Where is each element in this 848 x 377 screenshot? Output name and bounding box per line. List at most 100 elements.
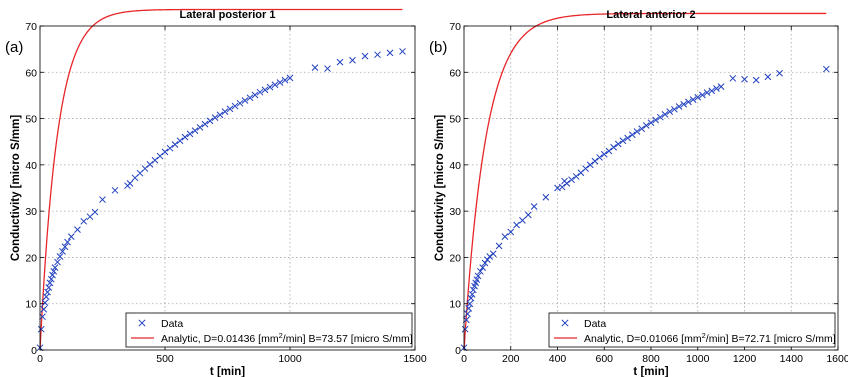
- y-axis-label: Conductivity [micro S/mm]: [434, 115, 446, 261]
- data-point: [469, 286, 477, 294]
- data-point: [67, 233, 75, 240]
- data-markers: [460, 65, 830, 352]
- data-point: [39, 313, 46, 321]
- data-point: [226, 105, 234, 113]
- data-point: [54, 258, 61, 266]
- data-point: [236, 99, 244, 107]
- y-tick-label: 20: [25, 252, 37, 264]
- y-tick-label: 60: [449, 67, 461, 79]
- data-point: [685, 98, 692, 106]
- y-tick-label: 60: [25, 67, 37, 79]
- legend-label-part: /min] B=72.71 [micro S/mm]: [706, 333, 836, 345]
- data-point: [671, 105, 678, 113]
- data-point: [146, 161, 154, 168]
- data-point: [151, 156, 159, 164]
- legend-marker-data: [138, 319, 146, 327]
- data-point: [524, 211, 532, 219]
- x-tick-label: 1600: [826, 353, 848, 365]
- chart-title: Lateral posterior 1: [180, 9, 276, 21]
- data-point: [764, 73, 772, 81]
- data-point: [474, 272, 482, 280]
- data-point: [699, 91, 706, 99]
- data-point: [206, 117, 214, 125]
- data-point: [752, 76, 760, 84]
- x-tick-label: 500: [156, 353, 174, 365]
- data-point: [64, 238, 71, 246]
- data-point: [181, 133, 189, 141]
- data-point: [231, 102, 239, 110]
- legend-box: [125, 312, 413, 348]
- grid: [40, 26, 415, 350]
- data-point: [286, 74, 294, 82]
- data-point: [703, 89, 711, 97]
- data-point: [572, 173, 580, 180]
- data-point: [461, 325, 469, 333]
- y-tick-label: 0: [31, 345, 37, 357]
- legend-label-part: /min] B=73.57 [micro S/mm]: [283, 333, 413, 345]
- legend-label-analytic: Analytic, D=0.01436 [mm2/min] B=73.57 [m…: [161, 331, 413, 345]
- y-tick-label: 40: [25, 160, 37, 172]
- axes-frame: [39, 25, 416, 351]
- data-point: [694, 93, 702, 101]
- data-point: [596, 154, 603, 161]
- data-point: [652, 116, 660, 124]
- panel-label: (a): [5, 39, 23, 56]
- data-point: [201, 120, 209, 128]
- data-point: [256, 88, 264, 96]
- data-point: [661, 111, 669, 118]
- data-point: [126, 180, 134, 187]
- data-point: [216, 111, 224, 119]
- data-point: [171, 141, 179, 148]
- data-point: [186, 130, 194, 138]
- panel-label: (b): [429, 39, 447, 56]
- y-tick-label: 50: [25, 114, 37, 126]
- legend-marker-data: [561, 319, 569, 327]
- data-point: [619, 137, 627, 145]
- data-point: [680, 100, 688, 108]
- data-point: [141, 165, 149, 172]
- data-point: [486, 253, 494, 260]
- legend-label-superscript: 2: [279, 331, 283, 340]
- data-point: [689, 96, 697, 103]
- data-point: [59, 248, 66, 255]
- data-point: [40, 305, 48, 313]
- data-point: [558, 183, 566, 191]
- x-tick-label: 400: [549, 353, 567, 365]
- y-tick-label: 10: [449, 299, 461, 311]
- data-point: [591, 157, 599, 165]
- data-point: [477, 267, 484, 275]
- data-point: [633, 128, 641, 135]
- data-point: [717, 83, 725, 90]
- data-point: [51, 264, 59, 271]
- y-tick-label: 10: [25, 299, 37, 311]
- data-point: [47, 275, 55, 283]
- data-point: [600, 150, 608, 158]
- data-point: [261, 86, 269, 94]
- data-point: [311, 64, 319, 72]
- data-markers: [36, 48, 406, 352]
- y-tick-label: 30: [25, 206, 37, 218]
- data-point: [484, 256, 491, 264]
- data-point: [211, 114, 219, 121]
- data-point: [666, 108, 674, 115]
- data-point: [519, 217, 526, 224]
- data-point: [336, 58, 344, 66]
- data-point: [156, 152, 164, 160]
- data-point: [822, 65, 830, 73]
- data-point: [656, 113, 664, 121]
- y-tick-label: 70: [449, 21, 461, 33]
- data-point: [56, 253, 64, 260]
- y-tick-label: 30: [449, 206, 461, 218]
- y-tick-label: 50: [449, 114, 461, 126]
- data-point: [196, 124, 204, 131]
- data-point: [271, 81, 279, 89]
- data-point: [74, 226, 81, 234]
- data-point: [610, 143, 617, 151]
- data-point: [176, 137, 184, 145]
- x-axis-label: t [min]: [210, 366, 245, 377]
- legend-label-superscript: 2: [702, 331, 706, 340]
- data-point: [161, 148, 169, 156]
- legend-label-data: Data: [161, 318, 183, 330]
- data-point: [324, 65, 331, 72]
